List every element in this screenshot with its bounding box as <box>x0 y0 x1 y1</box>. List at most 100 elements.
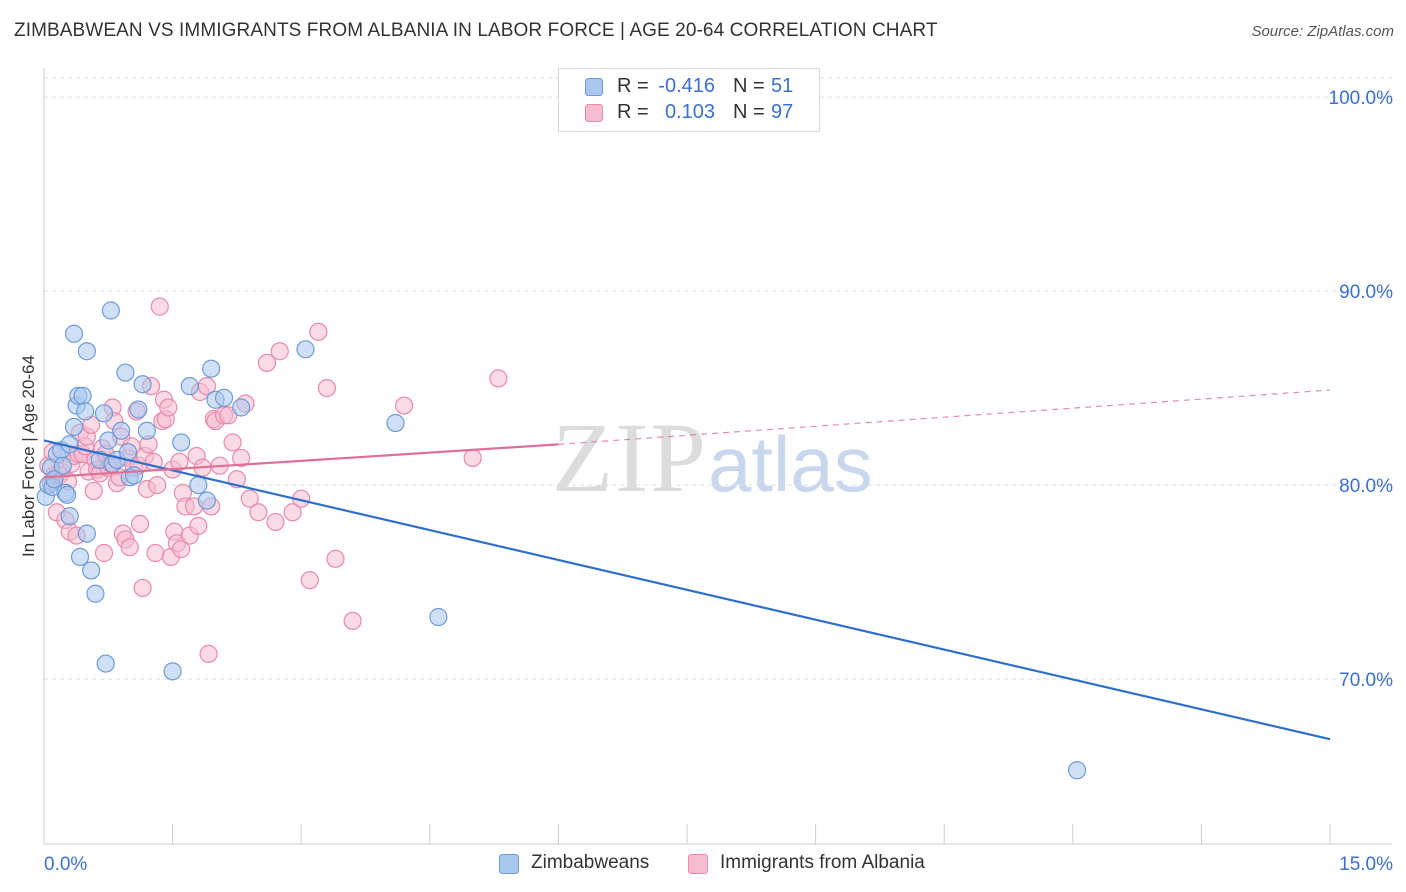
albania-point <box>120 538 139 557</box>
legend-label: Immigrants from Albania <box>720 852 925 873</box>
zimbabwean-point <box>70 547 90 566</box>
zimbabwean-point <box>58 485 77 504</box>
albania-point <box>150 297 169 316</box>
n-label: N = <box>733 75 765 97</box>
zimbabwean-point <box>82 561 101 580</box>
albania-point <box>130 514 150 534</box>
x-tick-label: 0.0% <box>44 854 87 875</box>
albania-point <box>257 353 277 372</box>
albania-point <box>189 516 208 535</box>
n-value: 51 <box>771 75 794 97</box>
zimbabwean-point <box>429 607 448 627</box>
zimbabwean-point <box>163 662 182 681</box>
zimbabwean-point <box>202 359 221 378</box>
y-axis-label: In Labor Force | Age 20-64 <box>19 355 38 557</box>
zimbabwean-points <box>36 301 1087 780</box>
zimbabwean-point <box>189 476 208 495</box>
albania-point <box>240 489 259 508</box>
albania-point <box>159 398 178 417</box>
albania-point <box>317 379 337 398</box>
albania-point <box>394 396 414 415</box>
zimbabwean-point <box>180 377 199 396</box>
zimbabwean-point <box>197 491 216 510</box>
albania-point <box>148 476 167 495</box>
albania-point <box>326 549 345 568</box>
r-label: R = <box>617 75 649 97</box>
n-label: N = <box>733 101 765 123</box>
zimbabwean-point <box>60 507 79 526</box>
r-value: 0.103 <box>664 101 715 123</box>
y-tick-label: 70.0% <box>1339 670 1393 691</box>
albania-point <box>489 369 508 388</box>
albania-point <box>232 448 251 468</box>
zimbabwean-point <box>96 654 115 673</box>
albania-trend-line <box>43 443 559 479</box>
zimbabwean-point <box>232 398 251 417</box>
albania-point <box>133 578 152 598</box>
zimbabwean-point <box>214 388 234 407</box>
gridlines <box>44 77 1392 680</box>
zimbabwean-point <box>172 433 191 452</box>
watermark-atlas: atlas <box>708 420 873 508</box>
x-tick-label: 15.0% <box>1339 854 1393 875</box>
watermark: ZIPatlas <box>552 400 873 515</box>
y-tick-label: 100.0% <box>1329 88 1394 109</box>
albania-point <box>343 611 362 631</box>
albania-trend-extension <box>558 389 1331 445</box>
albania-point <box>199 644 218 663</box>
legend-row-zimbabweans: R = -0.416 N = 51 <box>559 75 819 101</box>
albania-point <box>170 452 189 471</box>
zimbabwean-trend-line <box>43 439 1331 741</box>
axes <box>43 68 1392 845</box>
zimbabwean-point <box>53 456 72 475</box>
albania-point <box>84 481 103 501</box>
albania-point <box>223 433 242 452</box>
trend-lines <box>43 389 1331 741</box>
zimbabwean-point <box>99 431 118 450</box>
zimbabwean-point <box>124 466 144 485</box>
y-tick-label: 80.0% <box>1339 476 1393 497</box>
axis-labels: 70.0% 80.0% 90.0% 100.0% 0.0% 15.0% In Labor F… <box>19 88 1393 875</box>
albania-point <box>309 322 328 341</box>
legend-row-albania: R = 0.103 N = 97 <box>559 101 819 127</box>
zimbabwean-point <box>73 386 92 405</box>
albania-point <box>94 543 114 563</box>
albania-points <box>39 297 508 663</box>
zimbabwean-point <box>386 413 405 433</box>
albania-point <box>300 571 319 590</box>
albania-point <box>249 503 268 522</box>
zimbabwean-point <box>116 363 135 382</box>
albania-point <box>270 342 289 361</box>
zimbabwean-point <box>296 340 315 359</box>
albania-point <box>146 543 165 563</box>
zimbabwean-point <box>101 301 120 320</box>
albania-point <box>266 512 285 532</box>
zimbabwean-point <box>45 470 64 489</box>
series-legend: Zimbabweans Immigrants from Albania <box>0 852 1406 878</box>
albania-point <box>172 540 191 559</box>
r-value: -0.416 <box>658 75 715 97</box>
zimbabwean-point <box>129 400 148 419</box>
source-label: Source: ZipAtlas.com <box>1251 23 1394 40</box>
chart-title: ZIMBABWEAN VS IMMIGRANTS FROM ALBANIA IN… <box>14 20 938 41</box>
blue-swatch <box>585 78 603 96</box>
zimbabwean-point <box>64 324 84 343</box>
zimbabwean-point <box>77 524 96 543</box>
correlation-legend: R = -0.416 N = 51 R = 0.103 N = 97 <box>558 68 820 132</box>
albania-point <box>463 448 482 468</box>
zimbabwean-point <box>133 375 152 394</box>
albania-point <box>283 503 302 522</box>
zimbabwean-point <box>64 417 84 436</box>
zimbabwean-point <box>1067 761 1087 780</box>
n-value: 97 <box>771 101 794 123</box>
zimbabwean-point <box>137 421 156 440</box>
pink-swatch <box>585 104 603 122</box>
zimbabwean-point <box>77 342 96 361</box>
zimbabwean-point <box>94 404 114 423</box>
legend-label: Zimbabweans <box>531 852 650 873</box>
y-tick-label: 90.0% <box>1339 282 1393 303</box>
watermark-zip: ZIP <box>552 402 708 513</box>
zimbabwean-point <box>76 402 95 421</box>
blue-swatch <box>499 854 519 874</box>
pink-swatch <box>688 854 708 874</box>
